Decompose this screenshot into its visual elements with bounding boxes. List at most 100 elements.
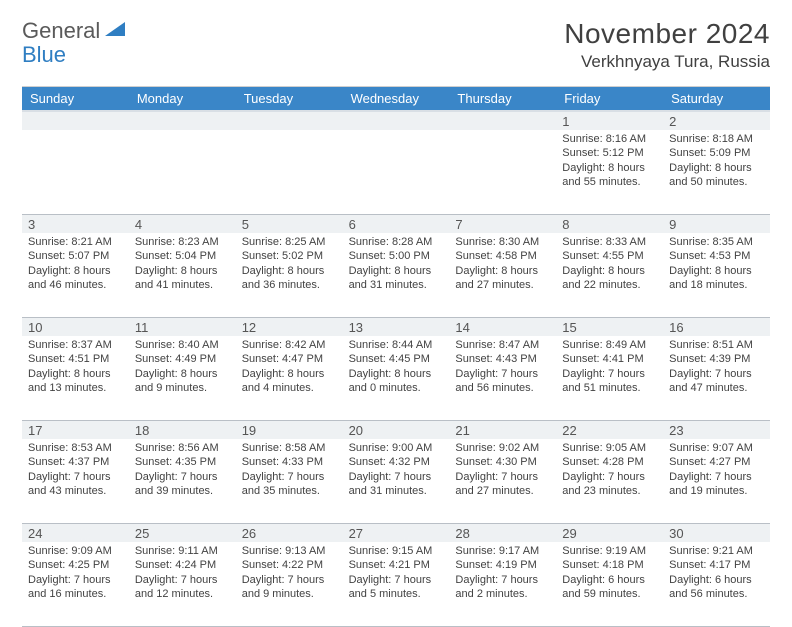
dow-cell: Friday	[556, 87, 663, 110]
day-info-line: Sunrise: 8:42 AM	[242, 338, 337, 352]
day-number	[343, 112, 450, 130]
day-cell: Sunrise: 9:07 AMSunset: 4:27 PMDaylight:…	[663, 439, 770, 523]
day-info-line: Daylight: 8 hours and 22 minutes.	[562, 264, 657, 293]
day-info-line: Sunset: 5:09 PM	[669, 146, 764, 160]
day-cell: Sunrise: 8:25 AMSunset: 5:02 PMDaylight:…	[236, 233, 343, 317]
day-cell: Sunrise: 8:58 AMSunset: 4:33 PMDaylight:…	[236, 439, 343, 523]
day-info-line: Sunset: 4:37 PM	[28, 455, 123, 469]
day-info-line: Sunset: 4:41 PM	[562, 352, 657, 366]
day-cell: Sunrise: 9:17 AMSunset: 4:19 PMDaylight:…	[449, 542, 556, 626]
day-cell: Sunrise: 8:16 AMSunset: 5:12 PMDaylight:…	[556, 130, 663, 214]
day-number: 3	[22, 215, 129, 233]
day-info-line: Sunrise: 8:35 AM	[669, 235, 764, 249]
logo-word-2: Blue	[22, 42, 66, 67]
day-cell: Sunrise: 9:02 AMSunset: 4:30 PMDaylight:…	[449, 439, 556, 523]
day-info-line: Sunrise: 8:37 AM	[28, 338, 123, 352]
daynum-row: 12	[22, 112, 770, 130]
day-info-line: Sunrise: 9:02 AM	[455, 441, 550, 455]
logo-triangle-icon	[105, 20, 125, 38]
day-info-line: Sunset: 5:00 PM	[349, 249, 444, 263]
day-info-line: Sunrise: 9:09 AM	[28, 544, 123, 558]
day-info-line: Sunrise: 8:23 AM	[135, 235, 230, 249]
day-number: 2	[663, 112, 770, 130]
day-info-line: Daylight: 7 hours and 47 minutes.	[669, 367, 764, 396]
day-number	[449, 112, 556, 130]
day-info-line: Sunrise: 9:00 AM	[349, 441, 444, 455]
day-info-line: Sunset: 4:43 PM	[455, 352, 550, 366]
day-info-line: Sunrise: 8:30 AM	[455, 235, 550, 249]
day-info-line: Sunset: 4:45 PM	[349, 352, 444, 366]
day-info-line: Sunrise: 8:53 AM	[28, 441, 123, 455]
logo: General Blue	[22, 18, 125, 67]
day-cell	[343, 130, 450, 214]
day-cell: Sunrise: 8:18 AMSunset: 5:09 PMDaylight:…	[663, 130, 770, 214]
location: Verkhnyaya Tura, Russia	[564, 52, 770, 72]
day-cell	[236, 130, 343, 214]
day-cell	[22, 130, 129, 214]
day-info-line: Daylight: 7 hours and 19 minutes.	[669, 470, 764, 499]
day-info-line: Sunrise: 8:40 AM	[135, 338, 230, 352]
day-cell: Sunrise: 9:00 AMSunset: 4:32 PMDaylight:…	[343, 439, 450, 523]
day-info-line: Sunrise: 8:47 AM	[455, 338, 550, 352]
day-info-line: Sunrise: 8:25 AM	[242, 235, 337, 249]
day-number: 19	[236, 421, 343, 439]
day-cell: Sunrise: 9:09 AMSunset: 4:25 PMDaylight:…	[22, 542, 129, 626]
day-number: 29	[556, 524, 663, 542]
day-cell: Sunrise: 9:21 AMSunset: 4:17 PMDaylight:…	[663, 542, 770, 626]
day-info-line: Daylight: 8 hours and 36 minutes.	[242, 264, 337, 293]
day-number: 21	[449, 421, 556, 439]
day-info-line: Sunrise: 9:17 AM	[455, 544, 550, 558]
day-info-line: Daylight: 7 hours and 12 minutes.	[135, 573, 230, 602]
day-info-line: Daylight: 7 hours and 39 minutes.	[135, 470, 230, 499]
day-info-line: Sunset: 4:18 PM	[562, 558, 657, 572]
day-info-line: Sunset: 5:07 PM	[28, 249, 123, 263]
day-cell: Sunrise: 8:28 AMSunset: 5:00 PMDaylight:…	[343, 233, 450, 317]
day-number: 20	[343, 421, 450, 439]
day-info-line: Sunrise: 8:18 AM	[669, 132, 764, 146]
week-row: Sunrise: 9:09 AMSunset: 4:25 PM Daylight:…	[22, 542, 770, 627]
day-info-line: Sunset: 4:53 PM	[669, 249, 764, 263]
day-info-line: Sunset: 4:30 PM	[455, 455, 550, 469]
day-number: 27	[343, 524, 450, 542]
day-cell: Sunrise: 8:35 AMSunset: 4:53 PMDaylight:…	[663, 233, 770, 317]
day-info-line: Sunset: 4:39 PM	[669, 352, 764, 366]
day-info-line: Sunset: 4:35 PM	[135, 455, 230, 469]
day-info-line: Sunrise: 8:56 AM	[135, 441, 230, 455]
week-row: Sunrise: 8:21 AMSunset: 5:07 PMDaylight:…	[22, 233, 770, 318]
day-info-line: Sunset: 4:25 PM	[28, 558, 123, 572]
day-cell: Sunrise: 9:11 AMSunset: 4:24 PMDaylight:…	[129, 542, 236, 626]
day-number: 24	[22, 524, 129, 542]
day-info-line: Daylight: 7 hours and 9 minutes.	[242, 573, 337, 602]
dow-cell: Tuesday	[236, 87, 343, 110]
day-info-line: Sunset: 4:17 PM	[669, 558, 764, 572]
day-cell: Sunrise: 8:40 AMSunset: 4:49 PMDaylight:…	[129, 336, 236, 420]
day-info-line: Sunset: 5:02 PM	[242, 249, 337, 263]
day-info-line: Sunset: 4:24 PM	[135, 558, 230, 572]
days-of-week-header: SundayMondayTuesdayWednesdayThursdayFrid…	[22, 87, 770, 112]
day-info-line: Sunrise: 9:11 AM	[135, 544, 230, 558]
day-info-line: Sunset: 4:27 PM	[669, 455, 764, 469]
day-info-line: Sunrise: 8:49 AM	[562, 338, 657, 352]
day-info-line: Sunrise: 8:21 AM	[28, 235, 123, 249]
day-number: 26	[236, 524, 343, 542]
day-info-line: Sunset: 4:32 PM	[349, 455, 444, 469]
dow-cell: Wednesday	[343, 87, 450, 110]
day-info-line: Daylight: 8 hours and 46 minutes.	[28, 264, 123, 293]
day-number: 17	[22, 421, 129, 439]
day-info-line: Sunset: 4:21 PM	[349, 558, 444, 572]
daynum-row: 10111213141516	[22, 318, 770, 336]
day-info-line: Daylight: 7 hours and 35 minutes.	[242, 470, 337, 499]
day-info-line: Sunset: 4:22 PM	[242, 558, 337, 572]
day-info-line: Daylight: 8 hours and 55 minutes.	[562, 161, 657, 190]
day-cell: Sunrise: 8:37 AMSunset: 4:51 PMDaylight:…	[22, 336, 129, 420]
day-info-line: Daylight: 6 hours and 59 minutes.	[562, 573, 657, 602]
logo-word-1: General	[22, 18, 100, 43]
day-number: 15	[556, 318, 663, 336]
calendar-body: 12Sunrise: 8:16 AMSunset: 5:12 PMDayligh…	[22, 112, 770, 627]
day-number: 7	[449, 215, 556, 233]
title-block: November 2024 Verkhnyaya Tura, Russia	[564, 18, 770, 72]
day-number: 16	[663, 318, 770, 336]
dow-cell: Thursday	[449, 87, 556, 110]
day-cell: Sunrise: 8:47 AMSunset: 4:43 PMDaylight:…	[449, 336, 556, 420]
day-info-line: Daylight: 8 hours and 18 minutes.	[669, 264, 764, 293]
